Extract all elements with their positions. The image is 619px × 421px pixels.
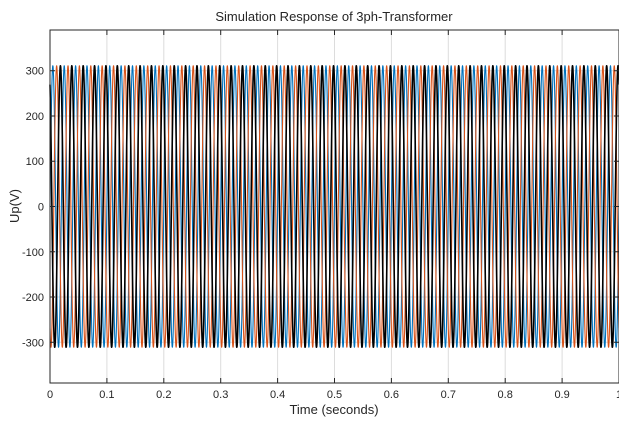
y-tick-label: 300 <box>26 66 44 78</box>
series-line-2 <box>49 65 619 348</box>
x-tick-label: 0.8 <box>498 389 513 401</box>
x-tick-label: 0.2 <box>156 389 171 401</box>
x-tick-label: 0.4 <box>270 389 285 401</box>
x-tick-label: 1 <box>616 389 619 401</box>
series-line-3 <box>49 65 619 348</box>
x-tick-label: 0.1 <box>99 389 114 401</box>
x-axis-label: Time (seconds) <box>289 402 378 417</box>
x-tick-label: 0.3 <box>213 389 228 401</box>
x-tick-label: 0 <box>47 389 53 401</box>
y-tick-label: -300 <box>22 337 44 349</box>
y-tick-label: 100 <box>26 156 44 168</box>
chart-title: Simulation Response of 3ph-Transformer <box>215 9 453 24</box>
series-layer <box>49 65 619 348</box>
y-tick-label: -200 <box>22 292 44 304</box>
series-line-1 <box>49 65 619 348</box>
x-tick-label: 0.5 <box>327 389 342 401</box>
x-tick-labels: 0 0.1 0.2 0.3 0.4 0.5 0.6 0.7 0.8 0.9 1 <box>47 389 619 401</box>
ticks <box>49 30 619 383</box>
y-axis-label: Up(V) <box>7 189 22 223</box>
y-tick-label: 200 <box>26 111 44 123</box>
y-tick-labels: 300 200 100 0 -100 -200 -300 <box>22 66 44 350</box>
x-tick-label: 0.7 <box>441 389 456 401</box>
y-tick-label: -100 <box>22 247 44 259</box>
x-tick-label: 0.6 <box>384 389 399 401</box>
x-tick-label: 0.9 <box>554 389 569 401</box>
y-tick-label: 0 <box>38 202 44 214</box>
